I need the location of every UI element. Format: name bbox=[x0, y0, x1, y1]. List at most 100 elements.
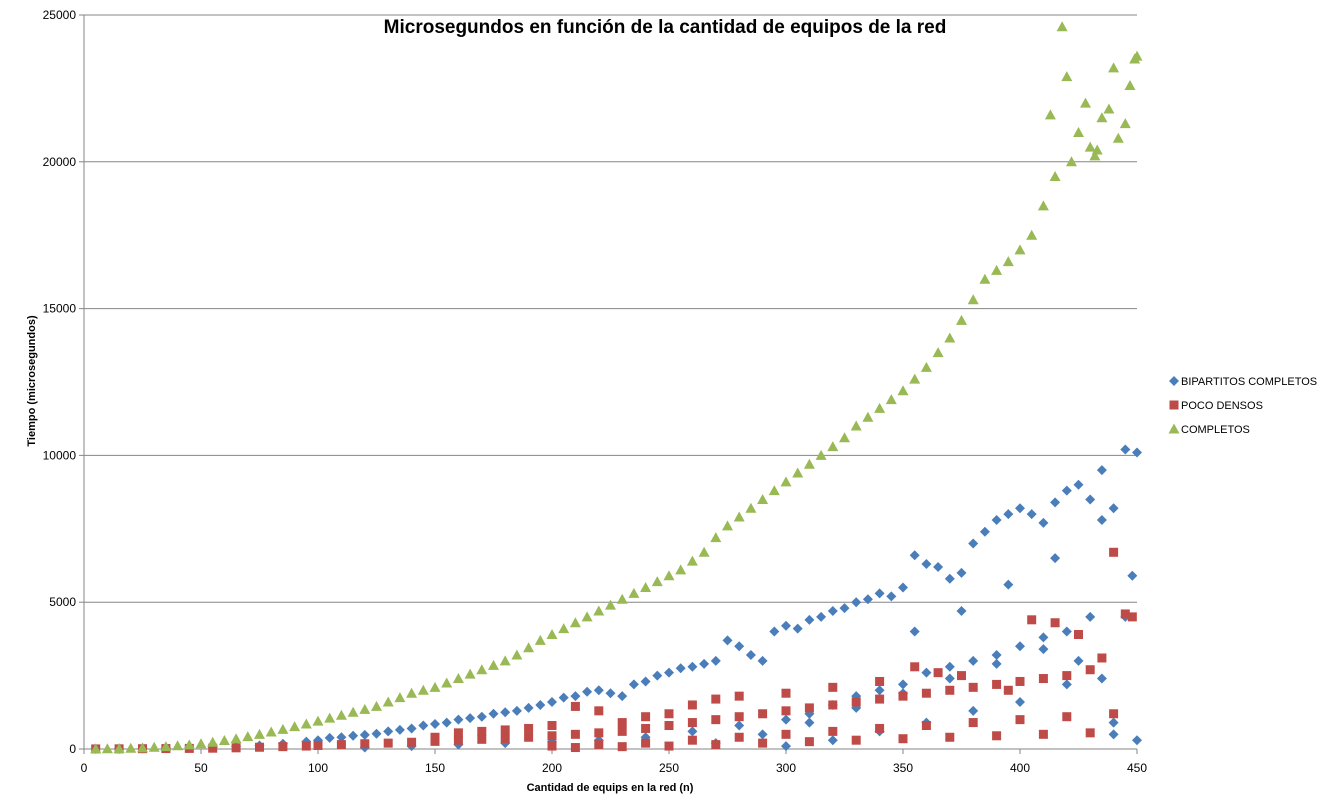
y-tick-label: 0 bbox=[69, 742, 76, 756]
triangle-point bbox=[125, 742, 137, 753]
triangle-point bbox=[1112, 132, 1124, 143]
square-point bbox=[617, 742, 627, 752]
square-point bbox=[921, 688, 931, 698]
square-point bbox=[875, 723, 885, 733]
square-point bbox=[734, 732, 744, 742]
square-point bbox=[910, 662, 920, 672]
triangle-point bbox=[850, 420, 862, 431]
square-point bbox=[1120, 609, 1130, 619]
square-point bbox=[547, 741, 557, 751]
triangle-point bbox=[663, 570, 675, 581]
square-point bbox=[1127, 612, 1137, 622]
triangle-point bbox=[909, 373, 921, 384]
triangle-point bbox=[160, 741, 172, 752]
square-point bbox=[1038, 729, 1048, 739]
triangle-point bbox=[581, 611, 593, 622]
square-point bbox=[687, 735, 697, 745]
square-point bbox=[992, 731, 1002, 741]
square-point bbox=[711, 740, 721, 750]
triangle-point bbox=[605, 599, 616, 610]
y-tick-label: 25000 bbox=[43, 8, 77, 22]
square-point bbox=[851, 735, 861, 745]
square-point bbox=[781, 706, 791, 716]
diamond-point bbox=[488, 708, 499, 719]
diamond-point bbox=[465, 713, 476, 724]
square-point bbox=[781, 688, 791, 698]
diamond-point bbox=[944, 573, 955, 584]
square-point bbox=[453, 728, 463, 738]
diamond-point bbox=[862, 594, 873, 605]
legend-item: BIPARTITOS COMPLETOS bbox=[1169, 376, 1317, 388]
square-point bbox=[570, 701, 580, 711]
triangle-point bbox=[101, 743, 113, 754]
square-point bbox=[851, 697, 861, 707]
square-point bbox=[758, 738, 768, 748]
diamond-point bbox=[699, 658, 710, 669]
square-point bbox=[547, 721, 557, 731]
data-points bbox=[90, 21, 1143, 754]
triangle-point bbox=[1061, 71, 1073, 82]
triangle-point bbox=[218, 734, 230, 745]
triangle-point bbox=[382, 696, 394, 707]
x-tick-label: 200 bbox=[542, 761, 562, 775]
diamond-point bbox=[383, 726, 394, 737]
diamond-point bbox=[956, 567, 967, 578]
series-bipartitos-completos bbox=[90, 444, 1142, 754]
triangle-point bbox=[1131, 50, 1143, 61]
square-point bbox=[547, 731, 557, 741]
diamond-point bbox=[1085, 611, 1096, 622]
triangle-point bbox=[956, 314, 967, 325]
triangle-point bbox=[920, 361, 932, 372]
triangle-point bbox=[722, 520, 733, 531]
triangle-point bbox=[640, 582, 652, 593]
diamond-point bbox=[921, 559, 932, 570]
square-point bbox=[804, 703, 814, 713]
square-point bbox=[664, 709, 674, 719]
diamond-point bbox=[617, 691, 628, 702]
diamond-point bbox=[1003, 579, 1014, 590]
diamond-point bbox=[558, 692, 569, 703]
square-point bbox=[594, 706, 604, 716]
triangle-point bbox=[839, 432, 850, 443]
triangle-point bbox=[417, 684, 429, 695]
square-point bbox=[875, 694, 885, 704]
diamond-point bbox=[1050, 553, 1061, 564]
square-point bbox=[617, 718, 627, 728]
diamond-point bbox=[418, 720, 429, 731]
triangle-point bbox=[1073, 126, 1084, 137]
diamond-point bbox=[909, 626, 920, 637]
y-tick-label: 20000 bbox=[43, 155, 77, 169]
diamond-point bbox=[710, 655, 721, 666]
x-tick-label: 0 bbox=[81, 761, 88, 775]
y-tick-label: 5000 bbox=[49, 595, 76, 609]
triangle-point bbox=[1091, 144, 1103, 155]
square-point bbox=[945, 732, 955, 742]
diamond-point bbox=[769, 626, 780, 637]
triangle-point bbox=[289, 721, 301, 732]
diamond-point bbox=[1120, 444, 1131, 455]
square-point bbox=[336, 740, 346, 750]
triangle-point bbox=[148, 741, 160, 752]
triangle-point bbox=[593, 605, 605, 616]
x-tick-label: 400 bbox=[1010, 761, 1030, 775]
diamond-point bbox=[1038, 517, 1049, 528]
triangle-point bbox=[324, 712, 336, 723]
diamond-point bbox=[336, 732, 347, 743]
square-point bbox=[1109, 547, 1119, 557]
diamond-point bbox=[1096, 673, 1107, 684]
square-point bbox=[430, 732, 440, 742]
triangle-point bbox=[827, 441, 839, 452]
square-point bbox=[957, 671, 966, 681]
legend-marker bbox=[1169, 400, 1179, 410]
diamond-point bbox=[1038, 644, 1049, 655]
square-point bbox=[687, 700, 697, 710]
square-point bbox=[734, 712, 744, 722]
square-point bbox=[570, 743, 580, 753]
square-point bbox=[1027, 615, 1037, 625]
x-tick-label: 350 bbox=[893, 761, 913, 775]
diamond-point bbox=[781, 714, 791, 725]
triangle-point bbox=[803, 458, 815, 469]
square-point bbox=[524, 723, 534, 733]
diamond-point bbox=[359, 729, 370, 740]
diamond-point bbox=[1061, 485, 1072, 496]
